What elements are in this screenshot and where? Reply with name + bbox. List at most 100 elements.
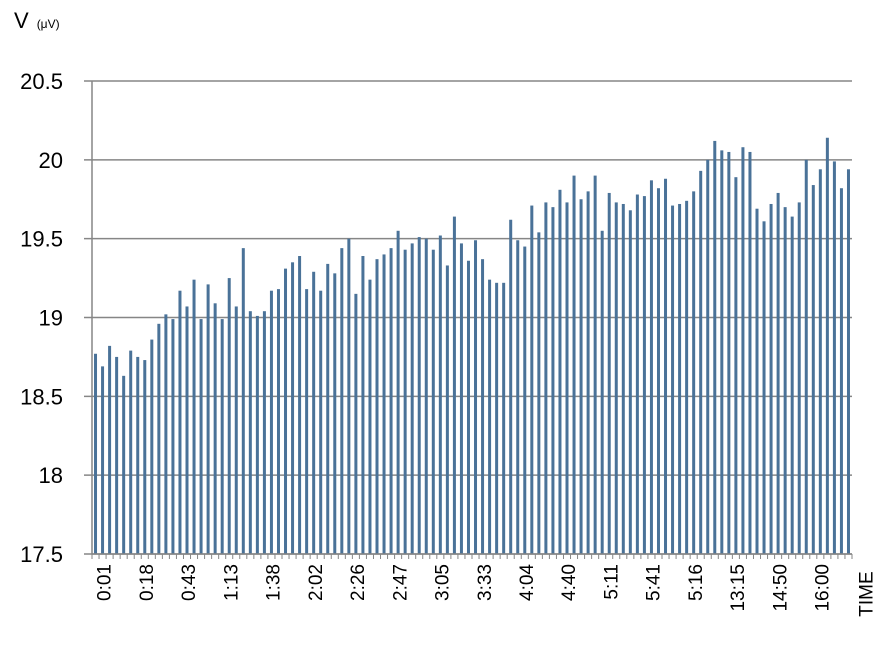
bar [621,203,625,555]
bar [227,278,231,554]
bar [692,191,696,554]
bar [298,256,302,554]
bar [642,196,646,554]
bar [593,175,597,554]
bar [431,249,435,554]
x-tick-label: 4:40 [559,564,580,601]
bar [403,249,407,554]
bar [248,311,252,554]
bar [241,248,245,555]
bar [671,205,675,554]
bar [551,207,555,554]
bar [818,169,822,554]
bar [762,221,766,554]
bar [832,161,836,554]
bar [811,185,815,554]
bar [192,279,196,554]
x-tick-label: 2:02 [306,564,327,601]
x-tick-label: 2:47 [390,564,411,601]
x-tick-label: 1:13 [221,564,242,601]
y-tick-label: 20 [39,148,63,173]
x-tick-label: 1:38 [264,564,285,601]
bar [713,140,717,554]
bar [347,238,351,554]
bar [720,150,724,554]
bar [481,259,485,554]
bar [607,192,611,554]
bar [129,350,133,554]
bar [635,194,639,554]
bar [122,375,126,554]
bar [185,306,189,554]
bar [825,137,829,554]
bar [509,219,513,554]
bar [234,306,238,554]
bar [101,366,105,554]
x-tick-label: 3:05 [433,564,454,601]
bar [255,315,259,554]
y-tick-label: 17.5 [20,542,63,567]
bar [368,279,372,554]
bars [94,137,850,555]
bar [312,271,316,554]
bar [438,235,442,554]
x-tick-label: 5:16 [686,564,707,601]
bar [656,188,660,555]
x-tick-labels: 0:01 0:18 0:43 1:13 1:38 2:02 2:26 2:47 3:05 3:33… [95,564,834,612]
bar [600,230,604,555]
bar [284,268,288,554]
y-tick-label: 19.5 [20,227,63,252]
bar [628,210,632,554]
y-tick-label: 20.5 [20,69,63,94]
bar [565,202,569,555]
bar [206,284,210,554]
bar [220,319,224,554]
bar [523,246,527,555]
y-tick-labels: 17.5 18 18.5 19 19.5 20 20.5 [20,69,63,567]
bar [262,311,266,554]
bar [326,263,330,554]
bar [516,240,520,554]
bar [537,232,541,555]
bar [558,189,562,555]
x-tick-label: 14:50 [770,564,791,612]
bar [459,243,463,554]
bar [389,248,393,555]
bar [664,178,668,554]
bar [269,290,273,554]
bar [291,262,295,554]
bar [164,314,168,554]
x-tick-label: 16:00 [813,564,834,612]
bar [136,356,140,554]
bar [649,180,653,554]
bar [769,203,773,555]
bar [171,319,175,554]
bar [108,345,112,554]
bar [706,159,710,555]
bar [727,151,731,554]
bar [544,202,548,555]
bar [741,147,745,554]
bar [157,323,161,554]
bar [410,243,414,554]
bar [382,254,386,554]
bar [734,177,738,554]
bar [445,265,449,554]
bar [678,203,682,555]
y-axis-unit: (μV) [37,17,60,31]
bar [150,339,154,554]
bar [579,199,583,554]
bar [614,202,618,555]
bar [466,260,470,554]
bar [474,240,478,554]
bar [839,188,843,555]
bar [586,191,590,554]
x-axis-label: TIME [857,571,878,616]
bar [375,259,379,554]
bar [452,216,456,555]
bar [199,319,203,554]
bar [417,237,421,554]
bar [143,360,147,554]
x-tick-label: 13:15 [728,564,749,612]
